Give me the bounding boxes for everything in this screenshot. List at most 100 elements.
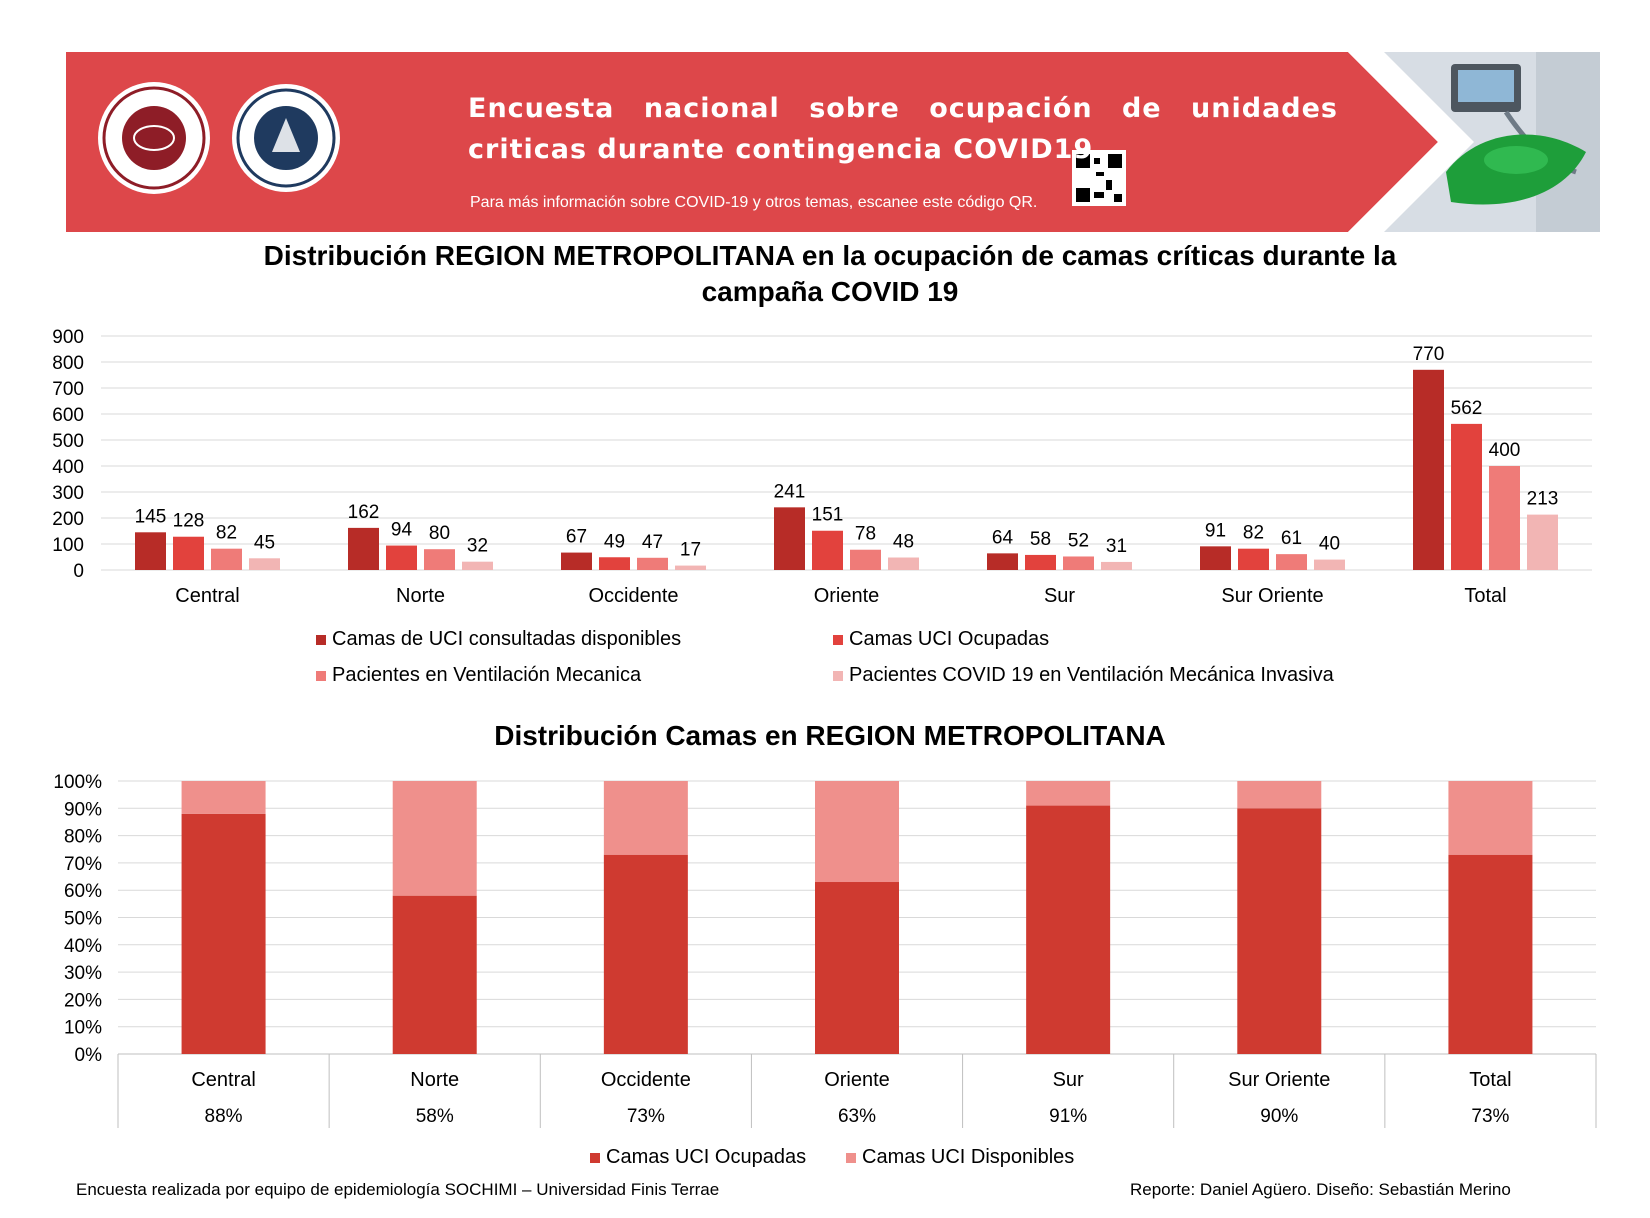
bar [348, 527, 379, 570]
x-tick-label: Central [175, 585, 239, 607]
bar-occupied [815, 882, 899, 1054]
legend-swatch [846, 1152, 856, 1163]
legend-item-series-1: Camas de UCI consultadas disponibles [316, 628, 681, 651]
data-label: 82 [1243, 523, 1264, 544]
bar [1451, 423, 1482, 570]
data-label: 241 [774, 481, 806, 502]
table-value-label: 73% [1471, 1106, 1509, 1127]
y-tick-label: 10% [64, 1018, 102, 1039]
bar [173, 536, 204, 570]
x-tick-label: Sur Oriente [1228, 1069, 1330, 1091]
legend-label: Pacientes COVID 19 en Ventilación Mecáni… [849, 664, 1334, 686]
y-tick-label: 30% [64, 963, 102, 984]
legend-label: Camas UCI Ocupadas [849, 628, 1050, 650]
y-tick-label: 60% [64, 881, 102, 902]
table-value-label: 91% [1049, 1106, 1087, 1127]
chart2-stacked-bar: 0% 10% 20% 30% 40% 50% 60% 70% 80% 90% 100% Central… [53, 772, 1597, 1128]
data-label: 562 [1451, 398, 1483, 419]
bar-available [815, 781, 899, 883]
data-label: 61 [1281, 528, 1302, 549]
bar [987, 553, 1018, 570]
x-tick-label: Sur [1044, 585, 1075, 607]
chart1-title: Distribución REGION METROPOLITANA en la … [263, 240, 1397, 307]
x-tick-label: Sur Oriente [1221, 585, 1323, 607]
bar [1314, 559, 1345, 570]
qr-code [1072, 150, 1126, 206]
sochimi-logo [98, 82, 210, 194]
y-tick-label: 70% [64, 854, 102, 875]
header-banner [66, 52, 1600, 232]
bar-available [603, 781, 688, 855]
data-label: 67 [566, 527, 587, 548]
data-label: 31 [1106, 536, 1127, 557]
x-tick-label: Oriente [814, 585, 880, 607]
y-tick-label: 300 [52, 483, 84, 504]
bar-available [1237, 781, 1322, 809]
banner-chevron-white [1348, 52, 1474, 232]
data-label: 58 [1030, 529, 1051, 550]
data-label: 213 [1527, 489, 1559, 510]
bar-available [1448, 781, 1533, 855]
bar-occupied [1448, 854, 1533, 1054]
bar-available [392, 781, 477, 896]
bar [1489, 466, 1520, 570]
legend-swatch [833, 634, 843, 645]
x-tick-label: Oriente [824, 1069, 890, 1091]
bar [1413, 369, 1444, 570]
bar [424, 549, 455, 570]
y-tick-label: 700 [52, 379, 84, 400]
bar [599, 557, 630, 570]
x-tick-label: Sur [1053, 1069, 1084, 1091]
legend-swatch [316, 670, 326, 681]
data-label: 151 [812, 505, 844, 526]
y-tick-label: 80% [64, 827, 102, 848]
ventilator-photo [1384, 52, 1600, 232]
bar [211, 548, 242, 570]
bar [1101, 561, 1132, 570]
data-label: 82 [216, 523, 237, 544]
bar [1200, 546, 1231, 570]
bar [1276, 554, 1307, 570]
legend-label: Camas UCI Disponibles [862, 1146, 1075, 1168]
bar [386, 545, 417, 570]
y-tick-label: 0 [73, 561, 84, 582]
bar-occupied [1026, 805, 1111, 1054]
y-tick-label: 900 [52, 327, 84, 348]
bar-available [181, 781, 266, 814]
finis-terrae-logo [232, 84, 340, 192]
bar-occupied [392, 895, 477, 1054]
bar-occupied [181, 813, 266, 1054]
data-label: 45 [254, 532, 275, 553]
table-value-label: 58% [416, 1106, 454, 1127]
y-tick-label: 50% [64, 909, 102, 930]
bar [774, 507, 805, 570]
data-label: 145 [135, 506, 167, 527]
x-tick-label: Occidente [601, 1069, 691, 1091]
data-label: 32 [467, 536, 488, 557]
y-tick-label: 100 [52, 535, 84, 556]
legend-item-available: Camas UCI Disponibles [846, 1146, 1074, 1169]
y-tick-label: 40% [64, 936, 102, 957]
data-label: 64 [992, 527, 1014, 548]
data-label: 770 [1413, 344, 1445, 365]
bar [637, 557, 668, 570]
data-label: 48 [893, 532, 914, 553]
x-tick-label: Norte [410, 1069, 459, 1091]
y-tick-label: 90% [64, 799, 102, 820]
data-label: 80 [429, 523, 450, 544]
bar-occupied [603, 854, 688, 1054]
legend-swatch [316, 634, 326, 645]
bar [462, 561, 493, 570]
legend-label: Camas de UCI consultadas disponibles [332, 628, 682, 650]
table-value-label: 90% [1260, 1106, 1298, 1127]
y-tick-label: 400 [52, 457, 84, 478]
bar [850, 549, 881, 570]
bar-occupied [1237, 808, 1322, 1054]
bar [1527, 514, 1558, 570]
x-tick-label: Total [1464, 585, 1506, 607]
bar [675, 565, 706, 570]
x-tick-label: Norte [396, 585, 445, 607]
legend-label: Pacientes en Ventilación Mecanica [332, 664, 642, 686]
footer-credit-right: Reporte: Daniel Agüero. Diseño: Sebastiá… [1130, 1180, 1511, 1199]
y-tick-label: 800 [52, 353, 84, 374]
